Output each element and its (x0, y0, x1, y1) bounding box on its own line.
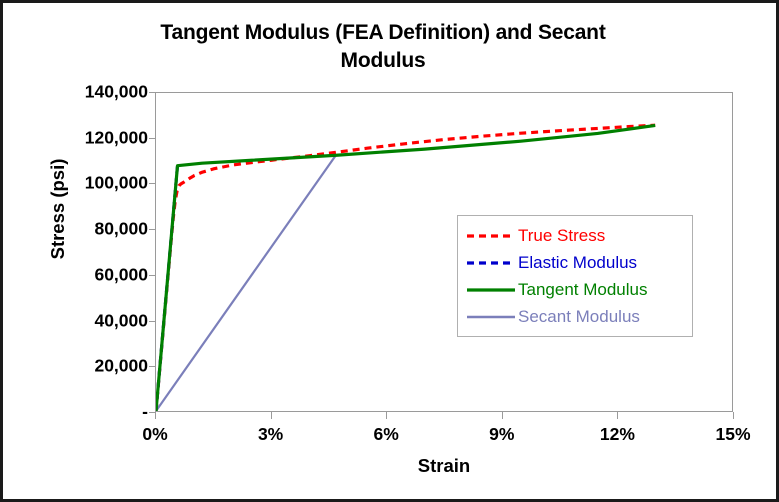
x-axis-tick-mark (270, 412, 272, 419)
series-line-tangent-modulus (156, 123, 656, 411)
x-axis-tick-mark (733, 412, 734, 419)
x-axis-tick-label: 15% (715, 424, 751, 444)
y-axis-tick-label: 100,000 (84, 172, 148, 193)
chart-legend: True Stress Elastic Modulus Tangent Modulu… (457, 215, 693, 337)
legend-item[interactable]: Secant Modulus (466, 303, 692, 330)
chart-title: Tangent Modulus (FEA Definition) and Sec… (63, 19, 703, 74)
chart-title-line-2: Modulus (340, 48, 426, 72)
x-axis-tick-mark (617, 412, 619, 419)
y-axis-tick-label: - (142, 401, 148, 422)
x-axis-tick-label: 0% (142, 424, 168, 444)
y-axis-tick-label: 120,000 (84, 127, 148, 148)
y-axis-tick-mark (149, 320, 155, 322)
legend-swatch-tangent-modulus (466, 283, 516, 297)
x-axis-tick-label: 6% (373, 424, 399, 444)
legend-item[interactable]: Elastic Modulus (466, 249, 692, 276)
y-axis-tick-mark (149, 183, 155, 185)
x-axis-tick-mark (501, 412, 503, 419)
y-axis-tick-label: 140,000 (84, 81, 148, 102)
y-axis-tick-mark (149, 92, 155, 93)
legend-swatch-secant-modulus (466, 310, 516, 324)
y-axis-tick-labels: - 20,000 40,000 60,000 80,000 100,000 120,000 1… (3, 3, 148, 499)
y-axis-tick-label: 20,000 (94, 355, 148, 376)
legend-item[interactable]: Tangent Modulus (466, 276, 692, 303)
x-axis-tick-label: 9% (489, 424, 515, 444)
y-axis-tick-mark (149, 412, 155, 413)
chart-title-line-1: Tangent Modulus (FEA Definition) and Sec… (160, 21, 606, 44)
x-axis-tick-mark (155, 412, 156, 419)
y-axis-tick-mark (149, 137, 155, 139)
plot-series-svg (156, 123, 656, 411)
y-axis-tick-mark (149, 229, 155, 231)
legend-label: True Stress (518, 225, 606, 245)
legend-label: Tangent Modulus (518, 279, 648, 299)
x-axis-tick-label: 3% (257, 424, 284, 444)
chart-canvas: Tangent Modulus (FEA Definition) and Sec… (3, 3, 776, 499)
legend-label: Secant Modulus (518, 306, 640, 326)
x-axis-title: Strain (417, 455, 471, 476)
series-line-secant-modulus (156, 153, 338, 411)
y-axis-tick-mark (149, 274, 155, 276)
x-axis-tick-mark (386, 412, 388, 419)
legend-item[interactable]: True Stress (466, 222, 692, 249)
x-axis-tick-label: 12% (599, 424, 635, 444)
y-axis-tick-label: 40,000 (94, 310, 148, 331)
y-axis-tick-label: 60,000 (94, 264, 148, 285)
y-axis-tick-label: 80,000 (94, 218, 148, 239)
y-axis-tick-mark (149, 366, 155, 368)
legend-swatch-true-stress (466, 229, 516, 243)
legend-swatch-elastic-modulus (466, 256, 516, 270)
legend-label: Elastic Modulus (518, 252, 638, 272)
